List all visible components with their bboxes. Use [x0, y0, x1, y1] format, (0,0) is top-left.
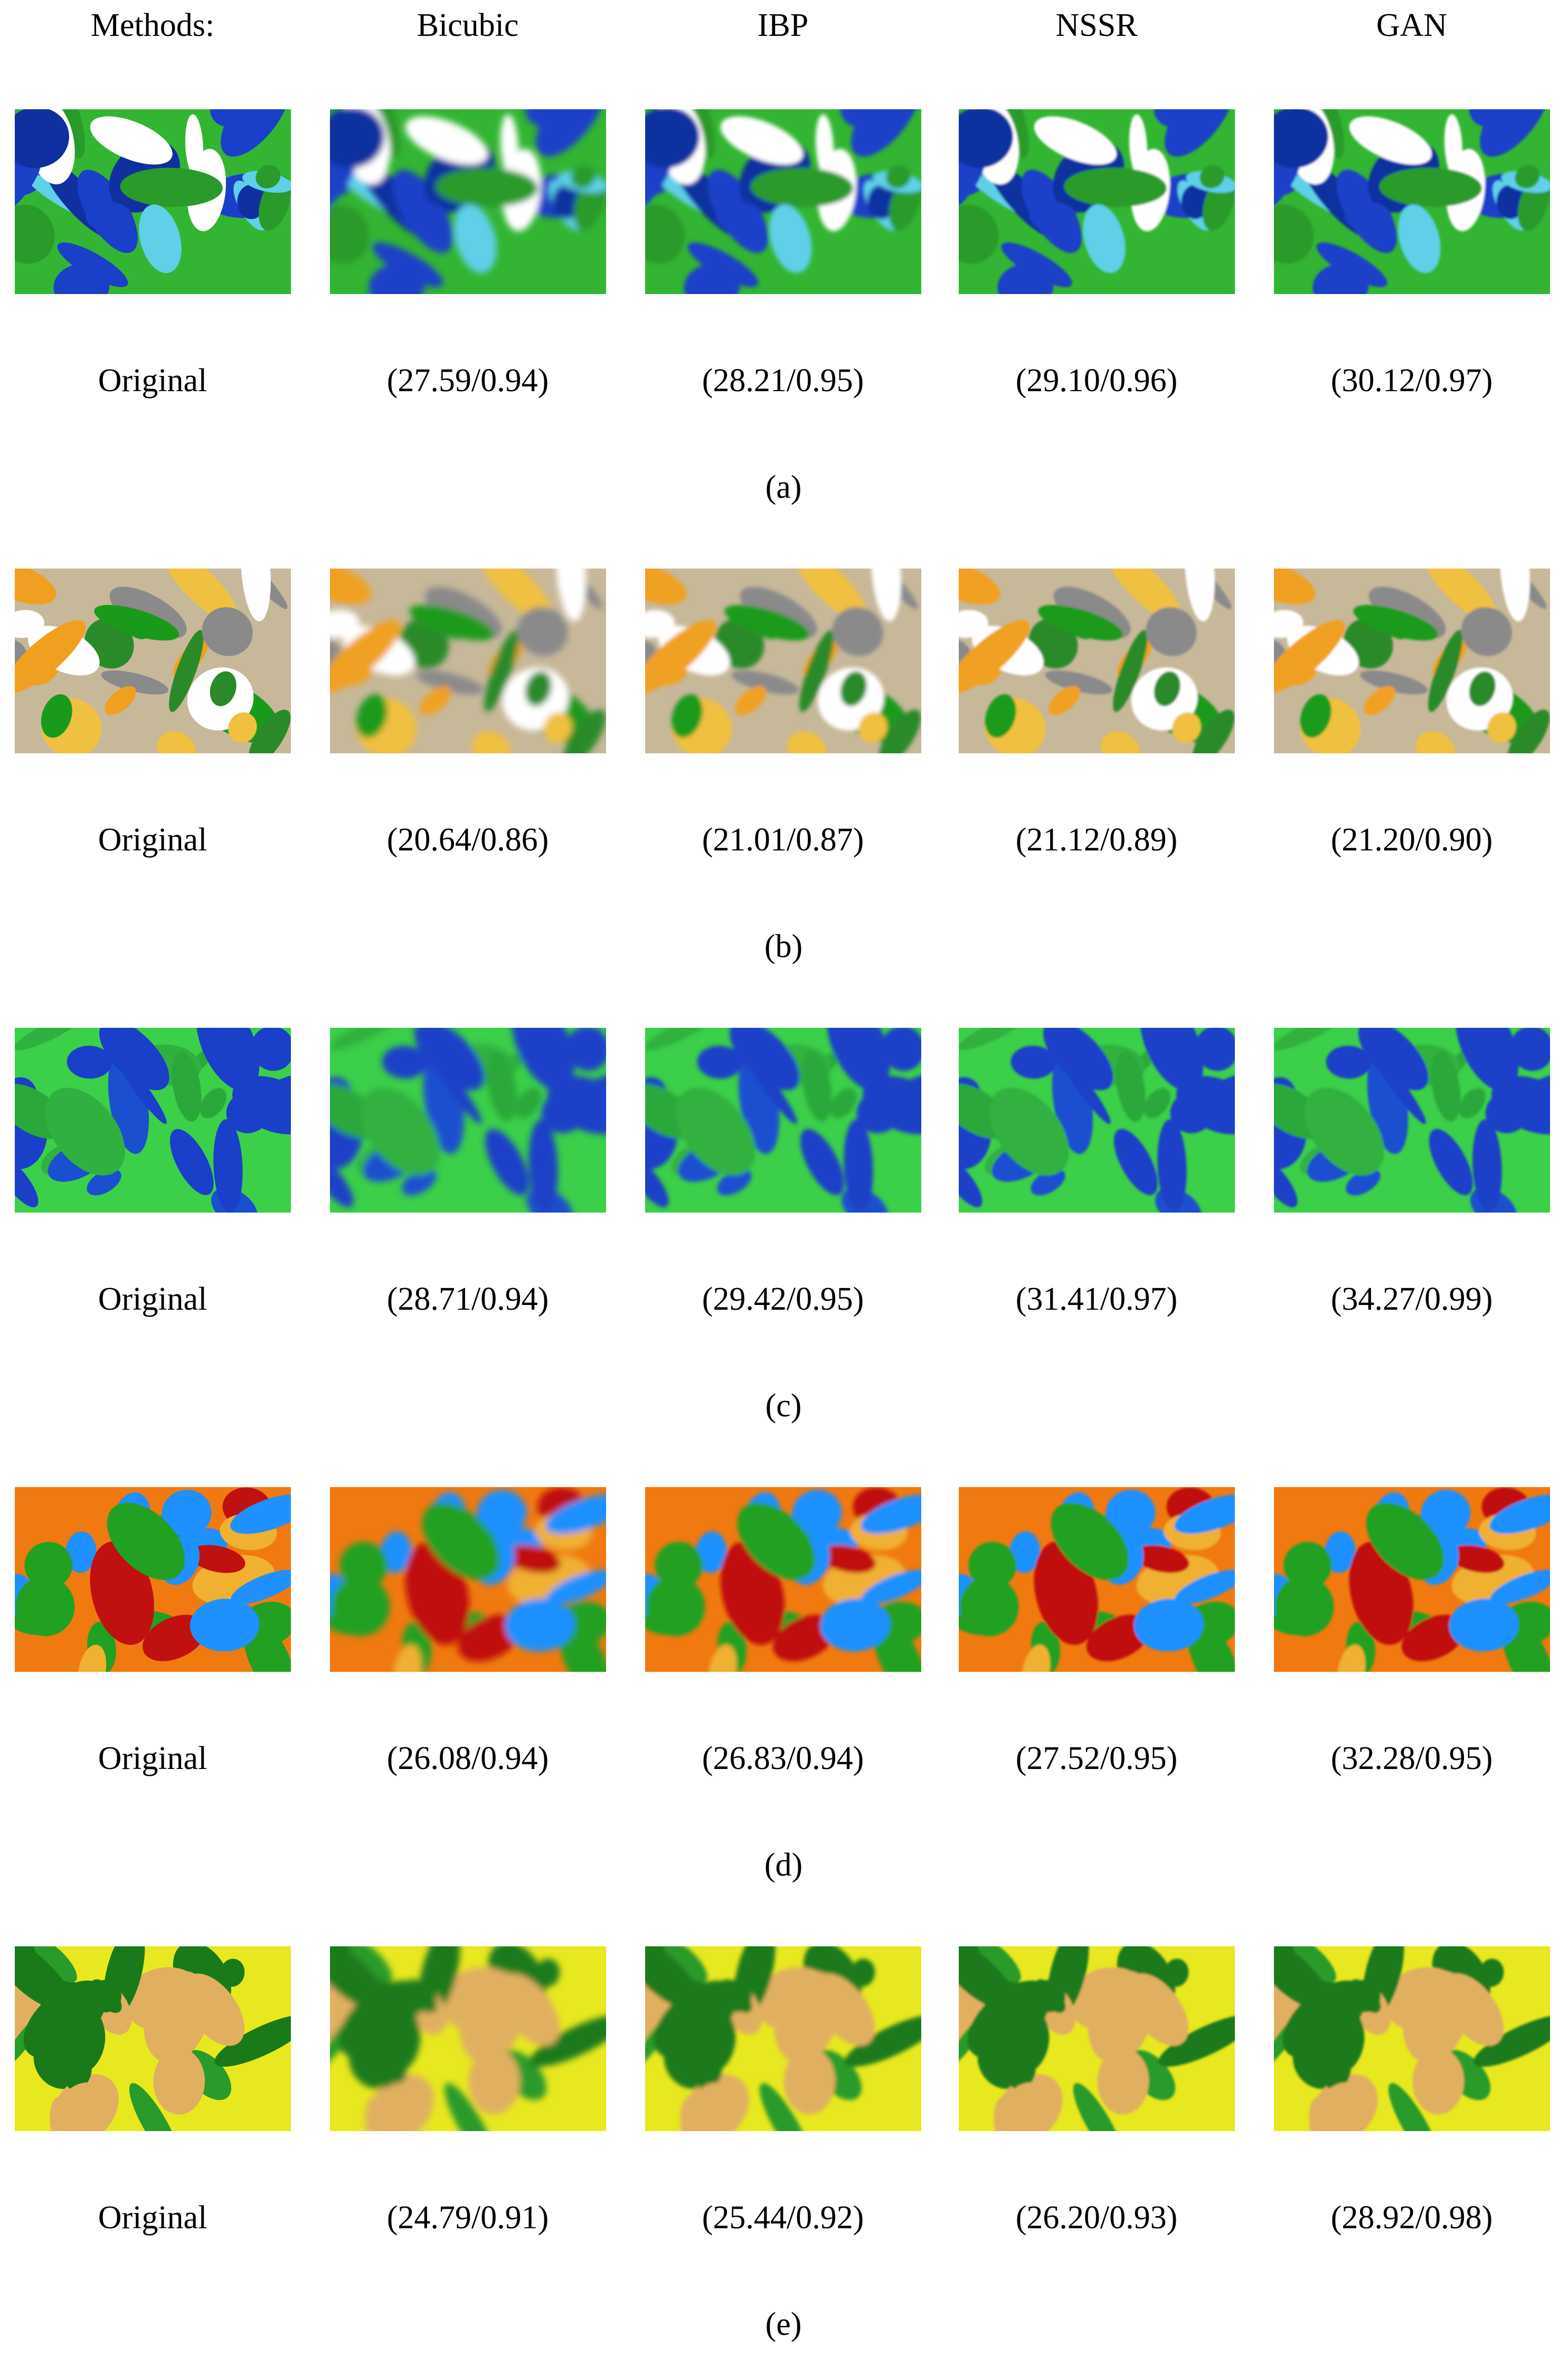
result-image — [15, 1028, 291, 1213]
result-image — [645, 569, 921, 753]
column-header: IBP — [757, 7, 809, 43]
result-image — [15, 1487, 291, 1672]
result-image — [645, 1946, 921, 2131]
result-image — [959, 109, 1235, 294]
image-caption: (27.52/0.95) — [1015, 1740, 1178, 1776]
result-image — [645, 1028, 921, 1213]
result-image — [330, 1028, 606, 1213]
image-caption: Original — [98, 1740, 207, 1776]
image-caption: Original — [98, 1281, 207, 1317]
result-image — [330, 569, 606, 753]
column-header: GAN — [1376, 7, 1448, 43]
result-image — [959, 569, 1235, 753]
image-caption: (26.20/0.93) — [1015, 2200, 1178, 2236]
image-caption: (24.79/0.91) — [386, 2200, 549, 2236]
result-image — [330, 1487, 606, 1672]
image-caption: (30.12/0.97) — [1330, 363, 1493, 399]
image-caption: Original — [98, 363, 207, 399]
subfigure-label: (b) — [764, 929, 803, 964]
subfigure-label: (d) — [764, 1847, 803, 1883]
image-caption: (28.21/0.95) — [702, 363, 864, 399]
image-caption: (26.83/0.94) — [702, 1740, 864, 1776]
image-caption: (34.27/0.99) — [1330, 1281, 1493, 1317]
image-caption: (32.28/0.95) — [1330, 1740, 1493, 1776]
result-image — [1274, 1487, 1550, 1672]
result-image — [959, 1487, 1235, 1672]
result-image — [15, 1946, 291, 2131]
result-image — [959, 1028, 1235, 1213]
image-caption: (26.08/0.94) — [386, 1740, 549, 1776]
subfigure-label: (c) — [765, 1388, 802, 1424]
image-caption: (27.59/0.94) — [386, 363, 549, 399]
column-header: Bicubic — [417, 7, 519, 43]
column-header: Methods: — [90, 7, 215, 43]
result-image — [1274, 569, 1550, 753]
result-image — [330, 109, 606, 294]
image-caption: (21.12/0.89) — [1015, 822, 1178, 858]
column-header: NSSR — [1055, 7, 1138, 43]
image-caption: (25.44/0.92) — [702, 2200, 864, 2236]
image-caption: (29.42/0.95) — [702, 1281, 864, 1317]
image-caption: (20.64/0.86) — [386, 822, 549, 858]
result-image — [15, 109, 291, 294]
image-caption: (29.10/0.96) — [1015, 363, 1178, 399]
subfigure-label: (a) — [765, 469, 802, 505]
result-image — [645, 1487, 921, 1672]
result-image — [330, 1946, 606, 2131]
subfigure-label: (e) — [765, 2306, 802, 2342]
image-caption: (21.01/0.87) — [702, 822, 864, 858]
image-caption: Original — [98, 2200, 207, 2236]
image-caption: (21.20/0.90) — [1330, 822, 1493, 858]
result-image — [645, 109, 921, 294]
result-image — [1274, 1028, 1550, 1213]
result-image — [959, 1946, 1235, 2131]
image-caption: (31.41/0.97) — [1015, 1281, 1178, 1317]
image-caption: (28.92/0.98) — [1330, 2200, 1493, 2236]
result-image — [1274, 109, 1550, 294]
image-caption: Original — [98, 822, 207, 858]
result-image — [15, 569, 291, 753]
image-caption: (28.71/0.94) — [386, 1281, 549, 1317]
result-image — [1274, 1946, 1550, 2131]
